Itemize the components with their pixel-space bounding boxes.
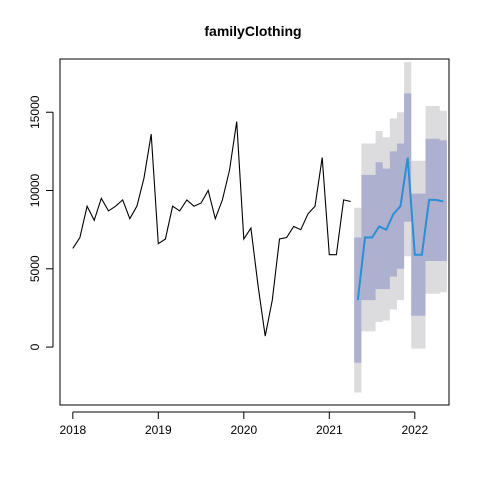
x-tick-label: 2019: [145, 423, 172, 437]
x-tick-label: 2020: [230, 423, 257, 437]
y-tick-label: 15000: [28, 95, 42, 129]
x-tick-label: 2022: [401, 423, 428, 437]
x-tick-label: 2021: [316, 423, 343, 437]
x-tick-label: 2018: [59, 423, 86, 437]
chart-title: familyClothing: [204, 23, 301, 39]
y-tick-label: 0: [28, 343, 42, 350]
y-tick-label: 10000: [28, 174, 42, 208]
y-tick-label: 5000: [28, 255, 42, 282]
